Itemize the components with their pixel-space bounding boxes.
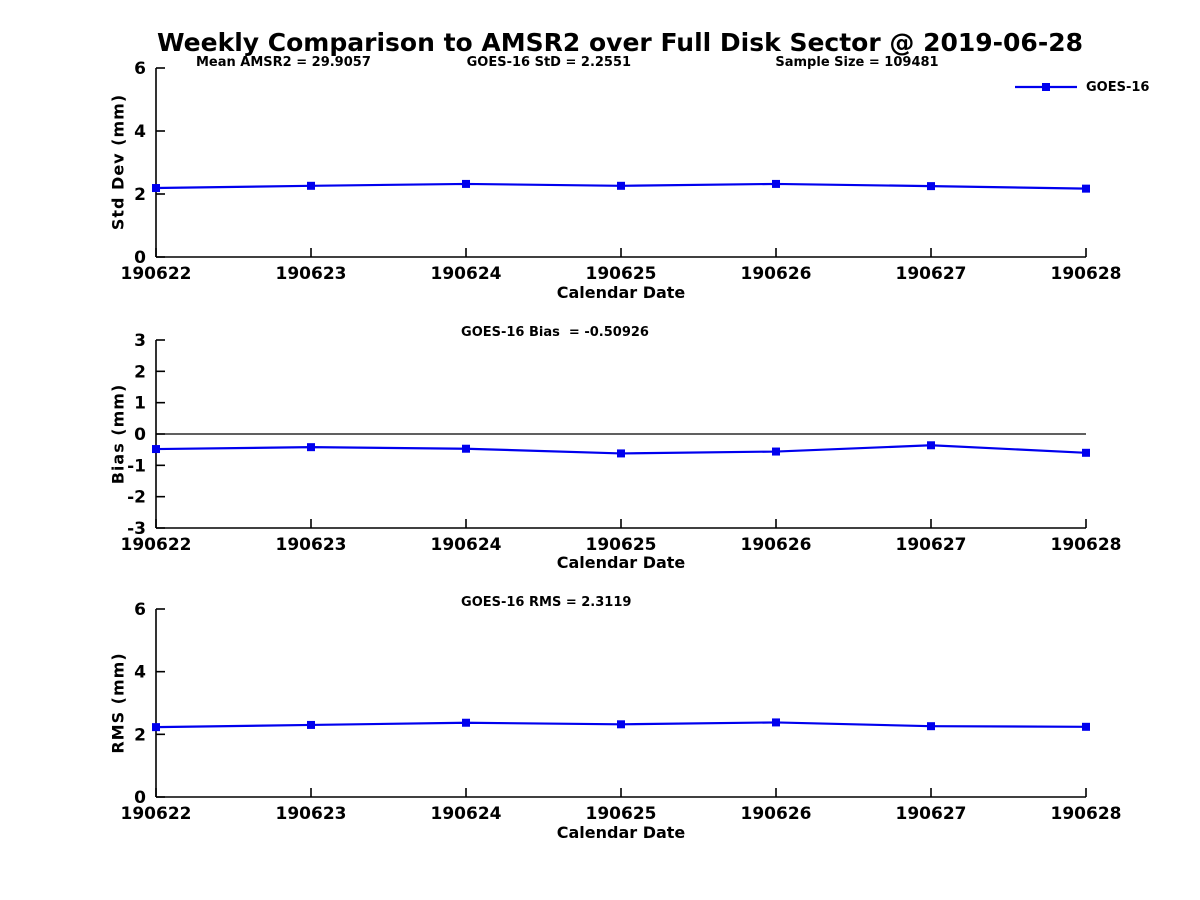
data-point-marker: [927, 722, 935, 731]
y-tick-label: 4: [134, 122, 146, 142]
data-point-marker: [617, 720, 625, 729]
data-point-marker: [462, 179, 470, 188]
x-tick-label: 190626: [741, 804, 812, 824]
legend: GOES-16: [1014, 79, 1149, 95]
data-point-marker: [617, 181, 625, 190]
data-point-marker: [927, 182, 935, 191]
legend-line-marker-icon: [1015, 83, 1077, 91]
y-tick-label: 0: [134, 425, 146, 445]
data-point-marker: [462, 718, 470, 727]
x-tick-label: 190627: [896, 804, 967, 824]
x-tick-label: 190626: [741, 535, 812, 555]
annotation-sample-size: Sample Size = 109481: [775, 55, 939, 70]
x-axis-label-stddev: Calendar Date: [556, 283, 686, 302]
plot-area-bias: -3 -2 -1 0 1 2 3 190622 190623 190624 190625 190626…: [121, 331, 1122, 555]
data-point-marker: [152, 445, 160, 454]
annotation-goes16-bias: GOES-16 Bias = -0.50926: [461, 325, 649, 340]
data-point-marker: [1082, 184, 1090, 193]
y-tick-label: 2: [134, 362, 146, 382]
plot-area-stddev: 0 2 4 6 190622 190623 190624 190625 190626 190627…: [121, 59, 1122, 284]
y-tick-label: 6: [134, 600, 146, 620]
data-point-marker: [307, 720, 315, 729]
x-tick-label: 190627: [896, 535, 967, 555]
x-tick-label: 190628: [1051, 535, 1122, 555]
y-tick-label: -3: [127, 519, 146, 539]
data-point-marker: [772, 179, 780, 188]
annotation-goes16-std: GOES-16 StD = 2.2551: [466, 55, 632, 70]
data-point-marker: [152, 723, 160, 732]
figure-title: Weekly Comparison to AMSR2 over Full Dis…: [156, 28, 1083, 57]
x-tick-label: 190622: [121, 535, 192, 555]
y-tick-label: 4: [134, 663, 146, 683]
x-tick-label: 190622: [121, 804, 192, 824]
y-tick-label: -1: [127, 456, 146, 476]
y-tick-label: -2: [127, 488, 146, 508]
x-tick-label: 190624: [431, 535, 502, 555]
x-axis-label-bias: Calendar Date: [556, 553, 686, 572]
data-point-marker: [307, 443, 315, 452]
data-point-marker: [772, 718, 780, 727]
y-tick-label: 1: [134, 394, 146, 414]
data-point-marker: [307, 181, 315, 190]
x-tick-label: 190622: [121, 264, 192, 284]
x-tick-label: 190628: [1051, 264, 1122, 284]
x-tick-label: 190624: [431, 804, 502, 824]
legend-label: GOES-16: [1086, 79, 1150, 95]
data-point-marker: [152, 184, 160, 193]
x-tick-label: 190623: [276, 264, 347, 284]
x-tick-label: 190623: [276, 804, 347, 824]
annotation-goes16-rms: GOES-16 RMS = 2.3119: [461, 595, 632, 610]
x-tick-label: 190627: [896, 264, 967, 284]
x-tick-label: 190625: [586, 535, 657, 555]
y-tick-label: 2: [134, 725, 146, 745]
annotation-mean-amsr2: Mean AMSR2 = 29.9057: [195, 55, 371, 70]
x-axis-label-rms: Calendar Date: [556, 823, 686, 842]
x-tick-label: 190626: [741, 264, 812, 284]
data-point-marker: [927, 441, 935, 450]
x-tick-label: 190625: [586, 264, 657, 284]
data-point-marker: [617, 449, 625, 458]
data-point-marker: [462, 444, 470, 453]
data-point-marker: [772, 447, 780, 456]
plot-area-rms: 0 2 4 6 190622 190623 190624 190625 190626 190627…: [121, 600, 1122, 824]
data-point-marker: [1082, 722, 1090, 731]
x-tick-label: 190624: [431, 264, 502, 284]
y-tick-label: 0: [134, 788, 146, 808]
y-tick-label: 0: [134, 248, 146, 268]
x-tick-label: 190628: [1051, 804, 1122, 824]
x-tick-label: 190625: [586, 804, 657, 824]
x-tick-label: 190623: [276, 535, 347, 555]
y-tick-label: 2: [134, 185, 146, 205]
data-point-marker: [1082, 448, 1090, 457]
y-tick-label: 3: [134, 331, 146, 351]
y-tick-label: 6: [134, 59, 146, 79]
